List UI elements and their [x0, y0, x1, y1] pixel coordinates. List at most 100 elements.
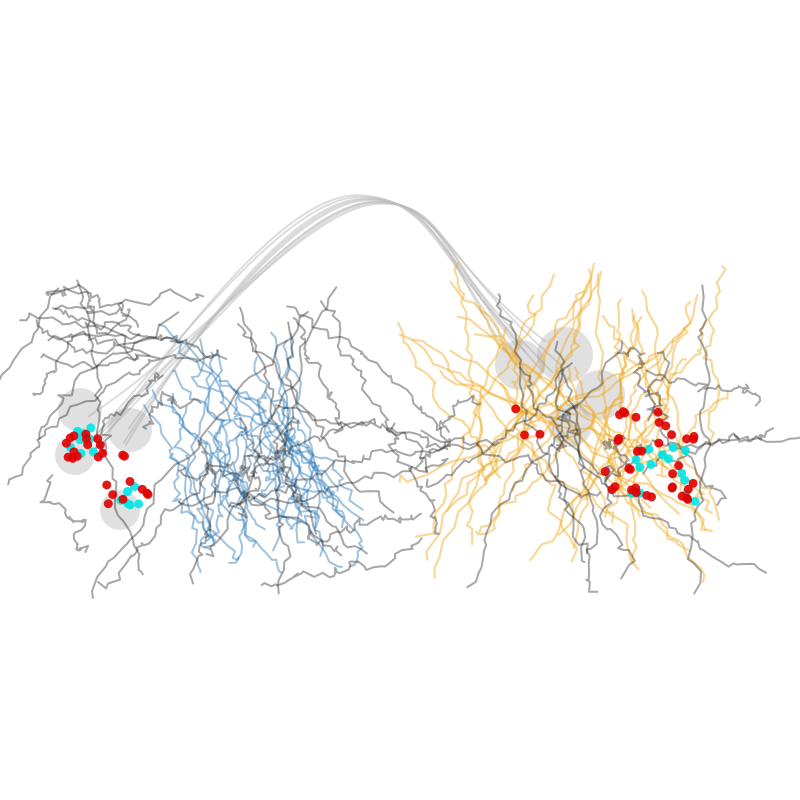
cyan-dot	[680, 446, 690, 456]
cyan-dot	[668, 443, 678, 453]
dark-trajectory	[272, 321, 298, 595]
blue-trajectory	[207, 430, 283, 574]
dark-trajectory	[54, 288, 205, 316]
orange-trajectory	[415, 273, 555, 538]
dark-trajectory	[646, 351, 727, 507]
orange-trajectory	[439, 369, 707, 531]
orange-trajectory	[570, 314, 637, 563]
red-dot	[61, 438, 71, 448]
red-dot	[653, 407, 663, 417]
orange-trajectory	[397, 321, 502, 479]
red-dot	[668, 469, 678, 479]
dark-trajectory	[519, 366, 589, 555]
orange-trajectory	[478, 396, 624, 534]
dark-trajectory	[466, 340, 624, 589]
red-dot	[637, 446, 647, 456]
dark-trajectory	[32, 308, 131, 397]
dark-trajectory	[0, 287, 60, 381]
dark-trajectory	[189, 439, 219, 585]
dark-trajectory	[97, 461, 234, 590]
dark-trajectory	[275, 404, 500, 451]
dark-trajectory	[239, 306, 395, 514]
red-dot	[103, 499, 113, 509]
blue-trajectory	[172, 369, 343, 518]
cyan-dot	[657, 450, 667, 460]
blue-trajectory	[173, 406, 216, 549]
red-dot	[654, 417, 664, 427]
red-dot	[63, 452, 73, 462]
dark-trajectory	[239, 416, 368, 555]
blue-trajectory	[190, 338, 249, 497]
orange-trajectory	[572, 326, 686, 517]
blue-trajectory	[289, 440, 313, 511]
blue-trajectory	[143, 404, 240, 561]
cyan-dot	[677, 468, 687, 478]
gray-trajectory	[122, 198, 520, 444]
dark-trajectory	[178, 486, 343, 557]
cyan-dot	[644, 444, 654, 454]
dark-trajectory	[559, 432, 768, 574]
orange-trajectory	[398, 333, 615, 524]
red-dot	[625, 464, 635, 474]
orange-trajectory	[529, 293, 699, 562]
orange-trajectories	[397, 261, 729, 583]
orange-trajectory	[567, 365, 691, 552]
blue-trajectory	[264, 444, 302, 530]
dark-trajectory	[495, 293, 587, 563]
orange-trajectory	[473, 333, 597, 451]
blue-trajectory	[275, 452, 317, 524]
blue-trajectories	[143, 323, 365, 574]
dark-trajectory	[320, 300, 428, 473]
red-dot	[81, 429, 91, 439]
dark-trajectory	[616, 346, 664, 421]
blue-trajectory	[272, 399, 336, 498]
blue-trajectory	[253, 356, 321, 529]
red-dot	[118, 450, 128, 460]
red-dot	[642, 490, 652, 500]
red-dot	[682, 493, 692, 503]
dark-trajectory	[385, 422, 440, 535]
orange-trajectory	[484, 290, 586, 485]
cyan-dot	[123, 487, 133, 497]
cyan-dot	[631, 455, 641, 465]
red-dot	[108, 490, 118, 500]
blue-trajectory	[208, 349, 237, 509]
red-dot	[600, 466, 610, 476]
blue-trajectory	[170, 452, 217, 544]
dark-trajectory	[550, 404, 580, 452]
blue-trajectory	[282, 339, 325, 557]
dark-trajectory	[76, 279, 144, 576]
red-dot	[668, 482, 678, 492]
dark-trajectory	[46, 283, 151, 357]
cyan-dot	[86, 423, 96, 433]
orange-trajectory	[449, 349, 706, 583]
cyan-dot	[635, 462, 645, 472]
red-dot	[143, 489, 153, 499]
red-dot	[654, 438, 664, 448]
red-dot	[688, 478, 698, 488]
dark-trajectory	[19, 312, 141, 337]
orange-trajectory	[612, 298, 636, 487]
red-dot	[125, 476, 135, 486]
gray-blob	[537, 327, 593, 383]
orange-trajectory	[456, 315, 695, 490]
orange-trajectory	[483, 279, 591, 481]
dark-trajectory	[205, 286, 338, 558]
dark-trajectory	[686, 284, 712, 595]
dark-trajectory	[249, 446, 449, 502]
blue-trajectory	[198, 419, 225, 551]
red-dot	[607, 485, 617, 495]
blue-trajectory	[213, 389, 268, 497]
gray-trajectory	[87, 202, 521, 418]
red-dot	[682, 434, 692, 444]
dark-trajectory	[260, 537, 423, 588]
blue-trajectory	[269, 331, 306, 544]
orange-trajectory	[425, 272, 600, 561]
red-dot	[618, 407, 628, 417]
red-dot	[118, 494, 128, 504]
orange-trajectory	[411, 339, 668, 471]
red-dot	[95, 440, 105, 450]
red-dot	[102, 480, 112, 490]
dark-trajectory	[227, 457, 449, 508]
